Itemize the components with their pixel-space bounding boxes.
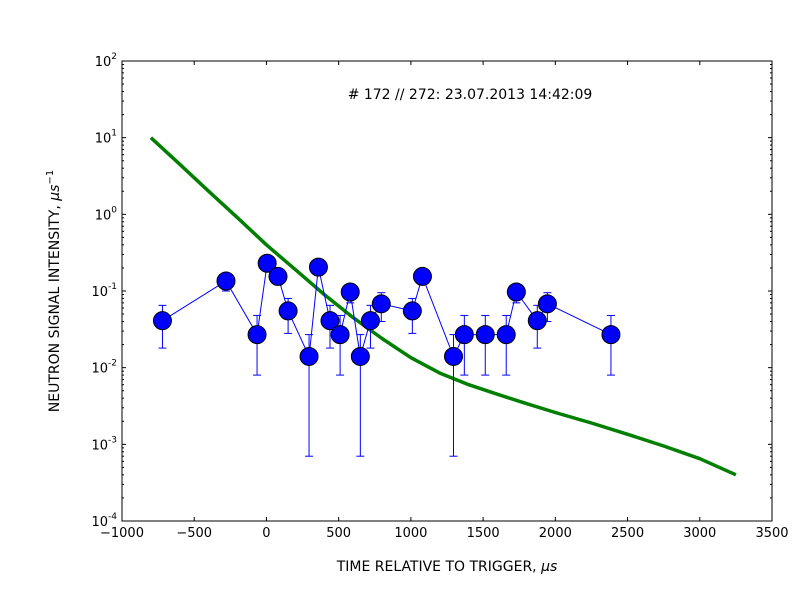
y-tick-label: 100 <box>95 205 118 223</box>
data-point <box>496 325 516 345</box>
y-tick-label: 101 <box>95 129 117 147</box>
y-tick-label-base: 10 <box>95 55 112 70</box>
data-point <box>402 301 422 321</box>
model-curve-line <box>149 136 737 477</box>
y-tick-label: 10-1 <box>91 282 117 300</box>
y-tick-label-base: 10 <box>91 515 108 530</box>
y-tick-label-base: 10 <box>91 362 108 377</box>
y-tick-label: 10-3 <box>91 435 117 453</box>
data-point <box>371 294 391 314</box>
y-tick-label: 102 <box>95 52 117 70</box>
data-point <box>350 346 370 366</box>
data-point <box>527 311 547 331</box>
y-axis-label: NEUTRON SIGNAL INTENSITY, μs−1 <box>45 170 63 412</box>
y-tick-label-base: 10 <box>95 132 112 147</box>
data-point <box>320 311 340 331</box>
y-tick-label-base: 10 <box>91 438 108 453</box>
data-point <box>308 257 328 277</box>
x-tick-label: 1000 <box>394 526 427 541</box>
data-point <box>412 266 432 286</box>
data-point <box>444 346 463 366</box>
y-tick-label-exponent: -1 <box>108 282 117 292</box>
data-point <box>506 282 526 302</box>
data-point <box>360 311 380 331</box>
y-tick-label-exponent: -3 <box>108 435 117 445</box>
data-series-layer <box>152 253 621 457</box>
x-tick-label: 1500 <box>467 526 500 541</box>
x-tick-label: 0 <box>262 526 270 541</box>
data-point <box>257 253 277 273</box>
y-tick-label: 10-2 <box>91 359 117 377</box>
x-axis-label-text: TIME RELATIVE TO TRIGGER, <box>336 559 541 575</box>
y-axis-label-unit: μs <box>47 185 63 202</box>
data-point <box>475 325 495 345</box>
y-axis-label-text: NEUTRON SIGNAL INTENSITY, <box>47 201 63 412</box>
y-tick-label-exponent: -2 <box>108 359 117 369</box>
model-curve-layer <box>149 136 737 477</box>
data-point <box>537 294 557 314</box>
y-tick-label-base: 10 <box>91 285 108 300</box>
y-axis-label-exponent: −1 <box>45 170 56 185</box>
chart-annotation: # 172 // 272: 23.07.2013 14:42:09 <box>348 87 593 103</box>
x-tick-label: 500 <box>326 526 351 541</box>
x-axis-label-unit: μs <box>540 559 557 575</box>
data-point <box>278 301 298 321</box>
data-point <box>299 346 319 366</box>
data-point <box>247 325 267 345</box>
x-axis-label: TIME RELATIVE TO TRIGGER, μs <box>336 559 558 575</box>
y-tick-label-exponent: 2 <box>111 52 117 62</box>
axis-ticks-layer: −1000 −500 0 500 1000 1500 2000 2500 3000 350010-… <box>91 52 788 541</box>
data-point <box>601 325 621 345</box>
y-tick-label-exponent: 1 <box>111 129 117 139</box>
data-point <box>216 271 236 291</box>
data-point <box>268 266 288 286</box>
y-tick-label-base: 10 <box>95 208 112 223</box>
x-tick-label: −1000 <box>100 526 144 541</box>
y-tick-label-exponent: 0 <box>111 205 117 215</box>
x-tick-label: −500 <box>176 526 212 541</box>
y-tick-label-exponent: -4 <box>108 512 117 522</box>
data-point <box>330 325 350 345</box>
data-point <box>454 325 474 345</box>
x-tick-label: 3500 <box>755 526 788 541</box>
x-tick-label: 2000 <box>539 526 572 541</box>
x-tick-label: 2500 <box>611 526 644 541</box>
data-point <box>152 311 172 331</box>
data-point <box>340 282 360 302</box>
y-tick-label: 10-4 <box>91 512 117 530</box>
x-tick-label: 3000 <box>683 526 716 541</box>
